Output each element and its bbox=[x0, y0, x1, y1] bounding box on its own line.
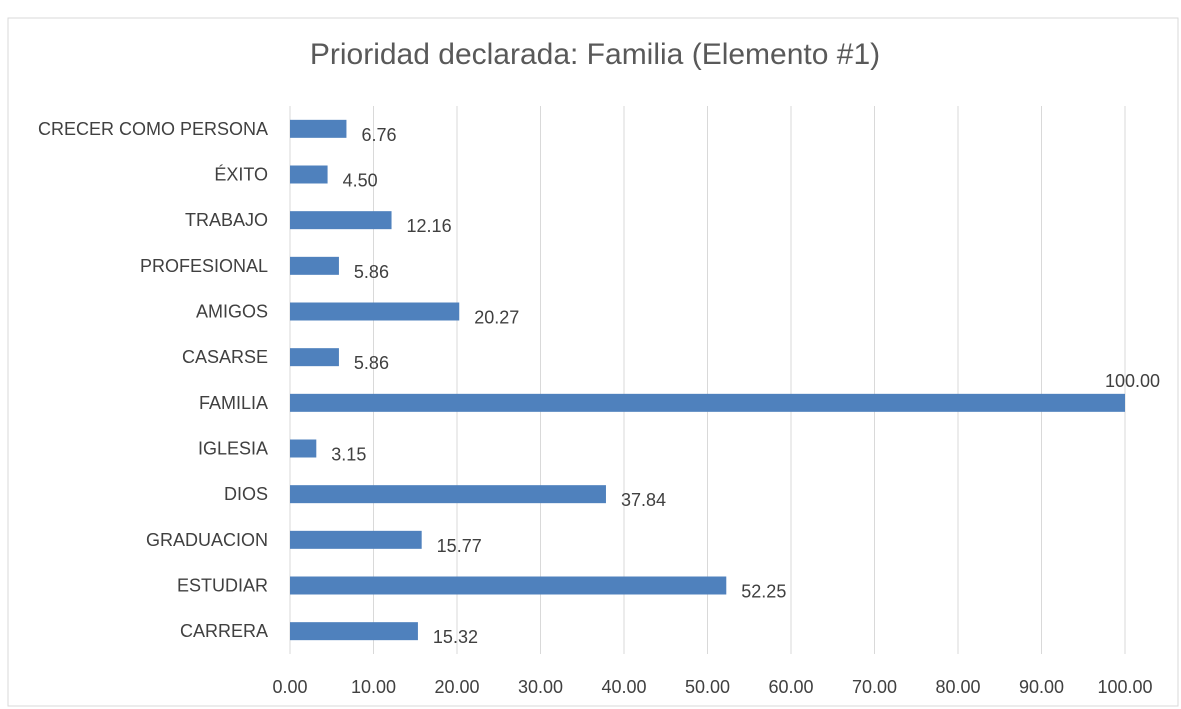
data-label: 5.86 bbox=[354, 353, 389, 373]
y-tick-label: PROFESIONAL bbox=[140, 256, 268, 276]
x-tick-label: 50.00 bbox=[685, 677, 730, 697]
data-label: 4.50 bbox=[343, 171, 378, 191]
data-label: 100.00 bbox=[1105, 371, 1160, 391]
bar bbox=[290, 165, 328, 184]
bar bbox=[290, 576, 727, 595]
data-label: 12.16 bbox=[407, 216, 452, 236]
x-tick-label: 30.00 bbox=[518, 677, 563, 697]
bar bbox=[290, 622, 418, 641]
x-tick-label: 60.00 bbox=[768, 677, 813, 697]
data-label: 37.84 bbox=[621, 490, 666, 510]
data-label: 5.86 bbox=[354, 262, 389, 282]
bar bbox=[290, 348, 339, 367]
bar bbox=[290, 530, 422, 549]
y-tick-label: FAMILIA bbox=[199, 393, 268, 413]
y-tick-label: CRECER COMO PERSONA bbox=[38, 119, 268, 139]
data-label: 3.15 bbox=[331, 445, 366, 465]
bar bbox=[290, 256, 339, 275]
data-label: 6.76 bbox=[361, 125, 396, 145]
y-tick-label: ESTUDIAR bbox=[177, 576, 268, 596]
x-tick-label: 70.00 bbox=[852, 677, 897, 697]
data-label: 52.25 bbox=[741, 582, 786, 602]
x-tick-label: 90.00 bbox=[1019, 677, 1064, 697]
y-tick-label: ÉXITO bbox=[214, 165, 268, 185]
bar bbox=[290, 302, 460, 321]
data-label: 15.77 bbox=[437, 536, 482, 556]
y-tick-label: GRADUACION bbox=[146, 530, 268, 550]
bar bbox=[290, 439, 317, 458]
x-tick-label: 0.00 bbox=[272, 677, 307, 697]
x-tick-label: 10.00 bbox=[351, 677, 396, 697]
y-tick-label: IGLESIA bbox=[198, 439, 268, 459]
y-tick-label: DIOS bbox=[224, 484, 268, 504]
y-tick-label: TRABAJO bbox=[185, 210, 268, 230]
y-tick-label: CARRERA bbox=[180, 621, 268, 641]
x-tick-label: 40.00 bbox=[601, 677, 646, 697]
data-label: 20.27 bbox=[474, 308, 519, 328]
y-tick-label: CASARSE bbox=[182, 347, 268, 367]
chart-title: Prioridad declarada: Familia (Elemento #… bbox=[310, 38, 880, 71]
bar bbox=[290, 119, 347, 138]
bar bbox=[290, 485, 606, 504]
data-label: 15.32 bbox=[433, 627, 478, 647]
x-tick-label: 100.00 bbox=[1097, 677, 1152, 697]
x-tick-label: 20.00 bbox=[434, 677, 479, 697]
bar bbox=[290, 211, 392, 230]
y-tick-label: AMIGOS bbox=[196, 302, 268, 322]
bar bbox=[290, 393, 1125, 412]
x-tick-label: 80.00 bbox=[935, 677, 980, 697]
